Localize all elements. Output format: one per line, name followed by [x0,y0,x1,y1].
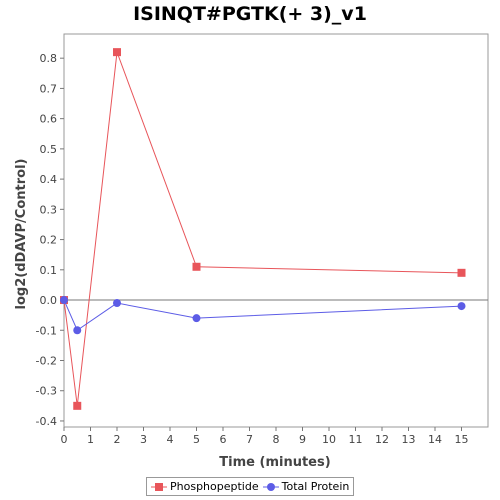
y-tick-label: 0.0 [40,294,58,307]
y-axis-title: log2(dDAVP/Control) [14,159,29,310]
y-axis: -0.4 -0.3 -0.2 -0.1 0.0 0.1 0.2 0.3 0.4 0.5 0.6 0.7… [36,52,64,428]
x-tick-label: 3 [140,433,147,446]
data-point [73,401,82,410]
data-point [113,48,121,57]
y-tick-label: -0.4 [36,415,57,428]
data-point [192,262,201,271]
y-tick-label: 0.1 [40,264,58,277]
y-tick-label: 0.3 [40,203,58,216]
data-point [73,326,82,335]
x-tick-label: 4 [167,433,174,446]
y-tick-label: -0.1 [36,324,57,337]
x-tick-label: 10 [322,433,336,446]
x-axis-title: Time (minutes) [219,455,330,470]
legend-item-total-protein: Total Protein [262,480,350,493]
y-tick-label: 0.4 [40,173,58,186]
y-tick-label: 0.5 [40,143,58,156]
x-tick-label: 15 [455,433,469,446]
x-tick-label: 13 [402,433,416,446]
x-tick-label: 5 [193,433,200,446]
y-tick-label: 0.7 [40,82,58,95]
chart-title: ISINQT#PGTK(+ 3)_v1 [133,3,367,25]
square-marker-icon [151,482,167,491]
data-point [60,296,68,305]
x-tick-label: 7 [246,433,253,446]
plot-border [63,33,489,428]
plot-area [63,33,489,428]
legend-label: Total Protein [281,480,350,493]
series-group [60,48,466,410]
y-tick-label: 0.2 [40,234,58,247]
y-tick-label: -0.2 [36,354,57,367]
x-tick-label: 12 [375,433,389,446]
x-tick-label: 1 [87,433,94,446]
data-point [192,314,201,323]
x-tick-label: 6 [220,433,227,446]
x-tick-label: 11 [349,433,363,446]
legend-label: Phosphopeptide [170,480,259,493]
data-point [457,268,466,277]
x-tick-label: 2 [114,433,121,446]
circle-marker-icon [262,482,279,491]
data-point [113,299,121,308]
legend: Phosphopeptide Total Protein [146,477,354,496]
x-tick-label: 0 [61,433,68,446]
y-tick-label: 0.8 [40,52,58,65]
x-tick-label: 8 [273,433,280,446]
data-point [457,302,466,311]
y-tick-label: 0.6 [40,113,58,126]
x-axis: 0 1 2 3 4 5 6 7 8 9 10 11 12 13 14 15 [61,427,469,446]
y-tick-label: -0.3 [36,385,57,398]
legend-item-phosphopeptide: Phosphopeptide [151,480,259,493]
x-tick-label: 9 [299,433,306,446]
x-tick-label: 14 [428,433,442,446]
